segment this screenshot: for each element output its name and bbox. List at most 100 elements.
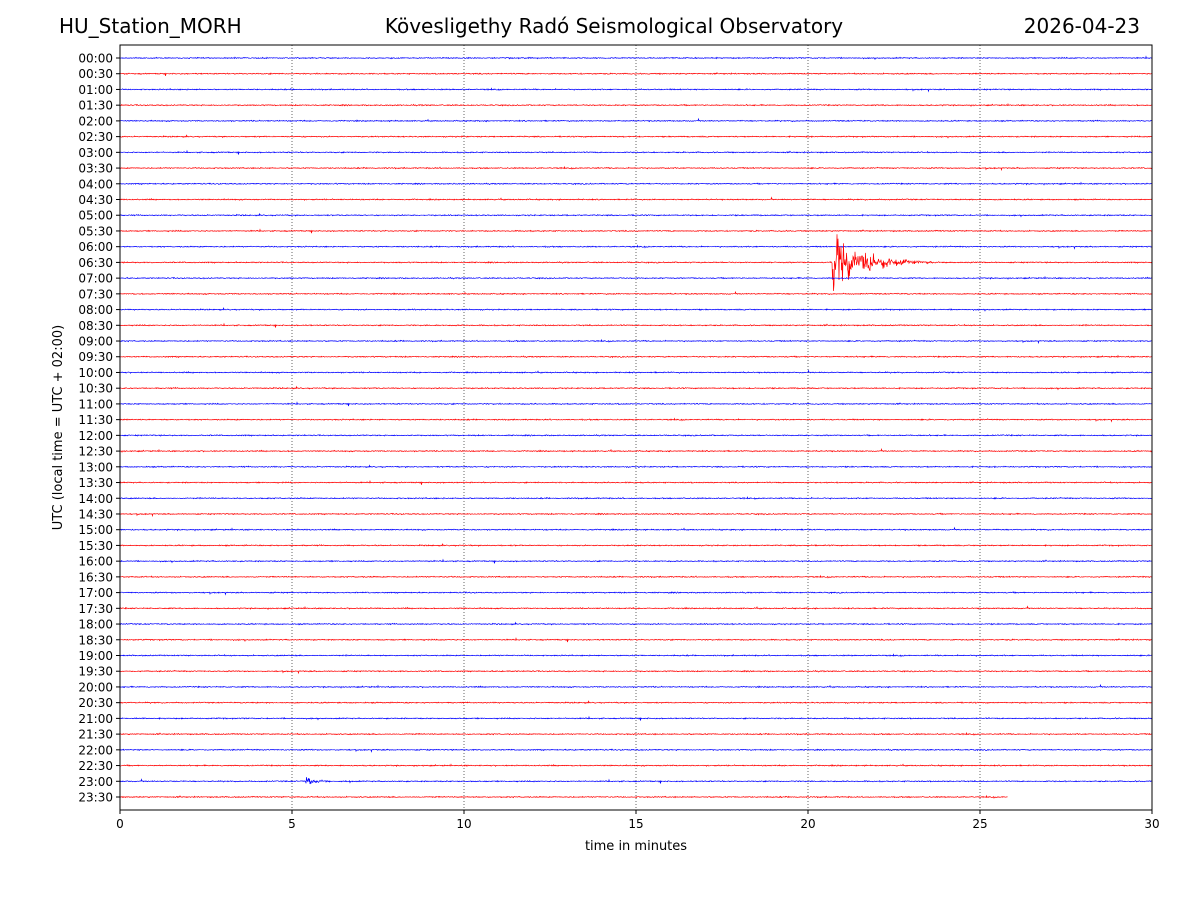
- y-tick-label: 12:00: [78, 429, 113, 443]
- y-tick-label: 14:00: [78, 492, 113, 506]
- x-tick-label: 25: [972, 817, 987, 831]
- trace-2200: [119, 748, 1152, 753]
- trace-1800: [119, 621, 1152, 626]
- y-tick-label: 06:00: [78, 240, 113, 254]
- y-tick-label: 04:00: [78, 177, 113, 191]
- y-tick-label: 03:30: [78, 162, 113, 176]
- y-tick-label: 10:30: [78, 382, 113, 396]
- trace-1100: [119, 401, 1152, 407]
- y-tick-label: 08:30: [78, 319, 113, 333]
- trace-2100: [120, 715, 1152, 721]
- trace-0000: [119, 55, 1152, 61]
- y-tick-label: 18:00: [78, 618, 113, 632]
- trace-1500: [119, 526, 1152, 532]
- trace-1330: [119, 479, 1152, 485]
- trace-1630: [119, 574, 1152, 579]
- trace-0930: [119, 354, 1152, 359]
- x-axis-ticks: 0 5 10 15 20 25 30: [116, 810, 1160, 831]
- y-tick-label: 13:00: [78, 460, 113, 474]
- trace-1030: [119, 385, 1152, 391]
- trace-0030: [119, 72, 1152, 76]
- trace-2130: [119, 731, 1152, 736]
- observatory-title: Kövesligethy Radó Seismological Observat…: [384, 14, 844, 38]
- trace-0830: [119, 322, 1152, 328]
- trace-0630: [120, 234, 1152, 292]
- y-tick-label: 11:30: [78, 413, 113, 427]
- trace-0500: [119, 212, 1152, 218]
- x-tick-label: 20: [800, 817, 815, 831]
- y-tick-label: 05:30: [78, 224, 113, 238]
- y-tick-label: 22:30: [78, 759, 113, 773]
- y-tick-label: 04:30: [78, 193, 113, 207]
- x-axis-label: time in minutes: [585, 839, 687, 854]
- y-tick-label: 16:00: [78, 555, 113, 569]
- trace-1600: [119, 558, 1152, 564]
- plot-frame: [119, 44, 1153, 811]
- y-tick-label: 11:00: [78, 397, 113, 411]
- trace-1130: [119, 417, 1152, 423]
- trace-0400: [119, 181, 1152, 186]
- trace-0200: [119, 117, 1152, 123]
- y-tick-label: 07:30: [78, 287, 113, 301]
- trace-0700: [119, 275, 1152, 280]
- y-tick-label: 02:00: [78, 114, 113, 128]
- y-tick-label: 00:30: [78, 67, 113, 81]
- y-tick-label: 08:00: [78, 303, 113, 317]
- trace-0300: [119, 149, 1152, 155]
- trace-0900: [119, 338, 1152, 345]
- y-axis-label: UTC (local time = UTC + 02:00): [51, 325, 66, 530]
- y-tick-label: 15:30: [78, 539, 113, 553]
- y-tick-label: 20:00: [78, 680, 113, 694]
- station-name: HU_Station_MORH: [59, 14, 242, 38]
- trace-0430: [120, 196, 1152, 201]
- y-tick-label: 23:00: [78, 775, 113, 789]
- y-tick-label: 02:30: [78, 130, 113, 144]
- y-tick-label: 09:30: [78, 350, 113, 364]
- trace-1300: [119, 464, 1152, 469]
- trace-0600: [119, 244, 1152, 250]
- y-tick-label: 16:30: [78, 570, 113, 584]
- y-tick-label: 20:30: [78, 696, 113, 710]
- trace-1400: [119, 496, 1152, 500]
- x-tick-label: 10: [456, 817, 471, 831]
- y-tick-label: 01:00: [78, 83, 113, 97]
- record-date: 2026-04-23: [1023, 14, 1140, 38]
- x-tick-label: 0: [116, 817, 124, 831]
- seismic-traces: [119, 55, 1152, 799]
- y-tick-label: 19:00: [78, 649, 113, 663]
- x-tick-label: 15: [628, 817, 643, 831]
- trace-0330: [119, 165, 1152, 172]
- trace-1900: [119, 653, 1152, 658]
- trace-0230: [119, 134, 1152, 139]
- trace-1000: [119, 369, 1152, 374]
- trace-0100: [119, 87, 1152, 93]
- y-tick-label: 17:30: [78, 602, 113, 616]
- y-tick-label: 10:00: [78, 366, 113, 380]
- trace-2300: [119, 777, 1152, 785]
- trace-1230: [119, 447, 1152, 453]
- trace-1530: [119, 542, 1152, 548]
- trace-2230: [119, 763, 1152, 768]
- y-tick-label: 22:00: [78, 743, 113, 757]
- trace-1730: [119, 605, 1152, 611]
- trace-2330: [119, 794, 1008, 799]
- trace-2030: [119, 700, 1152, 705]
- trace-1200: [119, 433, 1152, 437]
- y-tick-label: 03:00: [78, 146, 113, 160]
- y-tick-label: 17:00: [78, 586, 113, 600]
- vertical-grid: [291, 45, 981, 810]
- y-tick-label: 23:30: [78, 791, 113, 805]
- y-tick-label: 14:30: [78, 507, 113, 521]
- y-tick-label: 06:30: [78, 256, 113, 270]
- y-tick-label: 15:00: [78, 523, 113, 537]
- trace-0800: [119, 307, 1152, 312]
- y-tick-label: 21:00: [78, 712, 113, 726]
- x-tick-label: 5: [288, 817, 296, 831]
- y-tick-label: 05:00: [78, 209, 113, 223]
- trace-0730: [119, 290, 1152, 296]
- y-tick-label: 00:00: [78, 52, 113, 66]
- y-tick-label: 19:30: [78, 665, 113, 679]
- trace-1430: [119, 512, 1152, 518]
- y-tick-label: 07:00: [78, 272, 113, 286]
- y-tick-label: 13:30: [78, 476, 113, 490]
